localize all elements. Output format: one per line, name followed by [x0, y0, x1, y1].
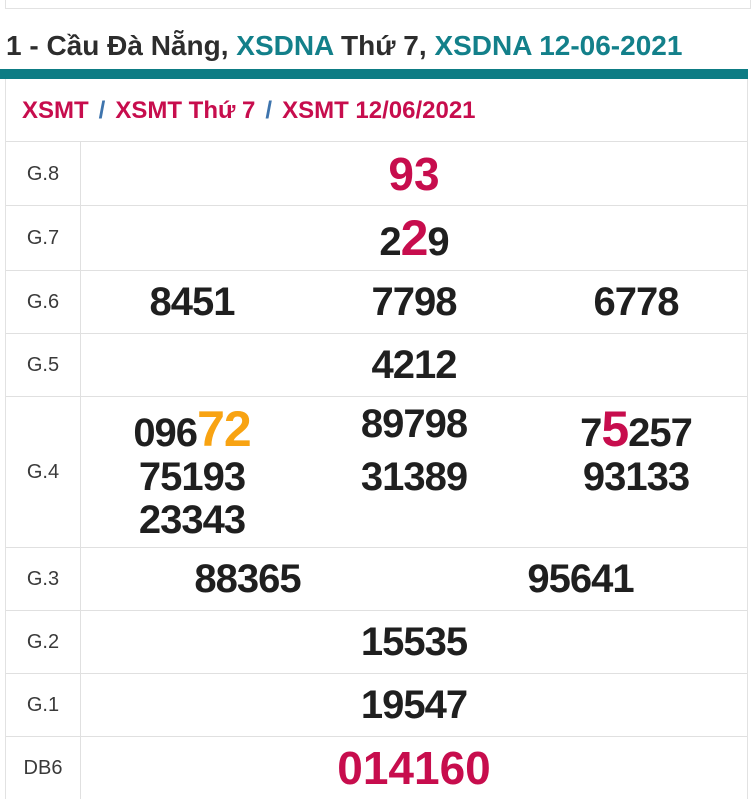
row-label: G.2 — [6, 611, 81, 674]
table-row: G.5 4212 — [6, 333, 747, 397]
row-values: 19547 — [81, 674, 747, 736]
digits: 257 — [628, 411, 693, 456]
digits: 95641 — [527, 557, 634, 602]
row-values: 15535 — [81, 611, 747, 673]
table-row: G.8 93 — [6, 142, 747, 206]
table-row: G.6 8451 7798 6778 — [6, 270, 747, 334]
row-label: G.6 — [6, 271, 81, 334]
results-table: G.8 93 G.7 2 2 9 G.6 8451 7798 6778 G.5 4212 G.4 096 7… — [6, 141, 747, 800]
title-part: 1 - Cầu Đà Nẵng, — [6, 30, 237, 61]
prize-number: 23343 — [81, 500, 303, 540]
prize-number: 19547 — [81, 685, 747, 725]
highlighted-digits: 014160 — [337, 742, 491, 795]
breadcrumb-separator: / — [98, 97, 106, 125]
digits: 7 — [580, 411, 602, 456]
digits: 15535 — [360, 620, 468, 665]
title-part[interactable]: XSDNA — [236, 30, 342, 61]
digits: 096 — [133, 411, 198, 456]
digits: 75193 — [138, 455, 246, 500]
row-label: G.4 — [6, 397, 81, 548]
prize-number: 31389 — [303, 457, 525, 497]
table-row: DB6 014160 — [6, 736, 747, 800]
digits: 93133 — [582, 455, 690, 500]
breadcrumb-item[interactable]: XSMT 12/06/2021 — [282, 97, 476, 125]
prize-number: 88365 — [81, 559, 414, 599]
row-label: G.8 — [6, 142, 81, 206]
page-title: 1 - Cầu Đà Nẵng, XSDNA Thứ 7, XSDNA 12-0… — [6, 30, 750, 62]
row-values: 93 — [81, 142, 747, 205]
cutoff-box-remnant — [5, 0, 751, 9]
table-row: G.4 096 72 89798 7 5 257 75193 31389 93133 23343 — [6, 396, 747, 548]
table-row: G.2 15535 — [6, 610, 747, 674]
row-label: G.7 — [6, 206, 81, 271]
digits: 2 — [379, 220, 401, 265]
prize-number: 93 — [81, 151, 747, 197]
title-part[interactable]: XSDNA 12-06-2021 — [434, 30, 683, 61]
row-label: G.5 — [6, 334, 81, 397]
row-values: 88365 95641 — [81, 548, 747, 610]
highlighted-digits: 72 — [197, 401, 252, 458]
prize-number: 15535 — [81, 622, 747, 662]
digits: 23343 — [138, 498, 246, 543]
digits: 88365 — [194, 557, 301, 602]
breadcrumb: XSMT / XSMT Thứ 7 / XSMT 12/06/2021 — [6, 79, 747, 141]
results-panel: XSMT / XSMT Thứ 7/XSMT 12/06/2021 G.8 93 G.7… — [5, 79, 748, 800]
table-row: G.1 19547 — [6, 673, 747, 737]
highlighted-digits: 93 — [388, 147, 440, 200]
digits: 6778 — [593, 280, 680, 325]
digits: 8451 — [149, 280, 236, 325]
row-values: 8451 7798 6778 — [81, 271, 747, 333]
row-values: 4212 — [81, 334, 747, 396]
row-values: 014160 — [81, 737, 747, 799]
breadcrumb-separator: / — [265, 97, 273, 125]
breadcrumb-item[interactable]: XSMT Thứ 7 — [115, 97, 256, 125]
row-label: DB6 — [6, 737, 81, 800]
highlighted-digits: 2 — [400, 210, 429, 267]
prize-number: 014160 — [81, 745, 747, 791]
prize-number: 8451 — [81, 282, 303, 322]
prize-number: 75193 — [81, 457, 303, 497]
prize-number: 93133 — [525, 457, 747, 497]
row-label: G.1 — [6, 674, 81, 737]
table-row: G.7 2 2 9 — [6, 205, 747, 271]
prize-number: 4212 — [81, 345, 747, 385]
digits: 19547 — [360, 683, 468, 728]
prize-number: 95641 — [414, 559, 747, 599]
digits: 7798 — [371, 280, 458, 325]
highlighted-digits: 5 — [601, 401, 629, 458]
digits: 9 — [427, 220, 449, 265]
prize-number: 096 72 — [81, 404, 303, 454]
row-values: 096 72 89798 7 5 257 75193 31389 93133 23343 — [81, 397, 747, 547]
table-row: G.3 88365 95641 — [6, 547, 747, 611]
digits: 4212 — [371, 343, 458, 388]
teal-divider-bar — [0, 69, 748, 80]
prize-number: 7 5 257 — [525, 404, 747, 454]
digits: 89798 — [360, 402, 468, 447]
prize-number: 89798 — [303, 404, 525, 454]
digits: 31389 — [360, 455, 468, 500]
prize-number: 6778 — [525, 282, 747, 322]
prize-number: 7798 — [303, 282, 525, 322]
breadcrumb-item[interactable]: XSMT — [22, 97, 89, 125]
row-label: G.3 — [6, 548, 81, 611]
title-part: Thứ 7, — [341, 30, 435, 61]
